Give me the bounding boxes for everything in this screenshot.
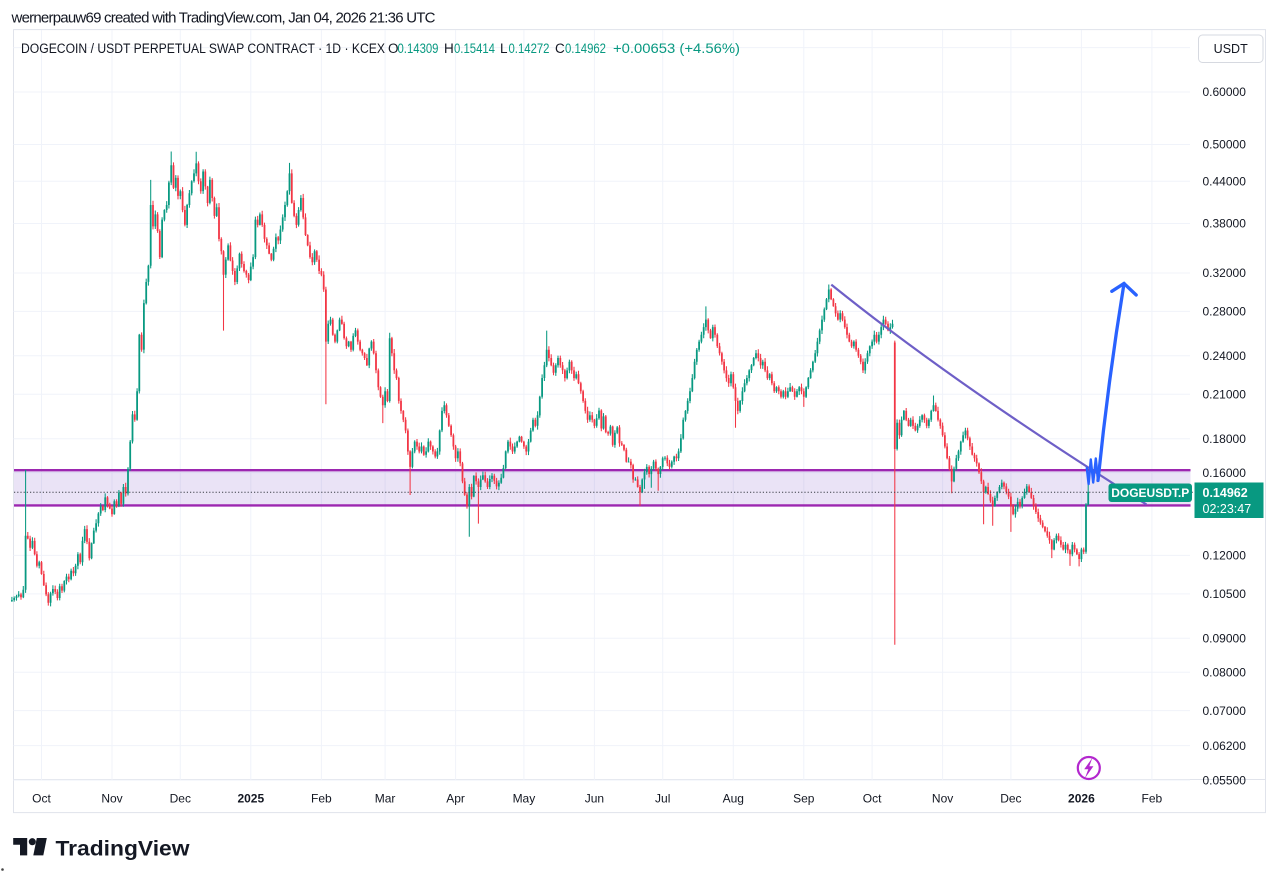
svg-text:Nov: Nov xyxy=(932,792,953,806)
svg-text:USDT: USDT xyxy=(1214,42,1248,56)
svg-text:Oct: Oct xyxy=(863,792,882,806)
svg-text:Dec: Dec xyxy=(170,792,191,806)
svg-text:0.44000: 0.44000 xyxy=(1203,175,1247,189)
svg-text:0.05500: 0.05500 xyxy=(1203,773,1247,787)
svg-text:Sep: Sep xyxy=(793,792,815,806)
svg-text:wernerpauw69 created with Trad: wernerpauw69 created with TradingView.co… xyxy=(11,10,436,27)
svg-text:C: C xyxy=(555,41,565,56)
svg-text:2026: 2026 xyxy=(1068,792,1095,806)
svg-text:Dec: Dec xyxy=(1000,792,1021,806)
svg-text:Aug: Aug xyxy=(723,792,744,806)
svg-text:Nov: Nov xyxy=(101,792,122,806)
svg-text:0.14962: 0.14962 xyxy=(1203,486,1248,500)
svg-text:0.16000: 0.16000 xyxy=(1203,466,1247,480)
svg-text:0.28000: 0.28000 xyxy=(1203,305,1247,319)
svg-text:Mar: Mar xyxy=(375,792,396,806)
svg-text:May: May xyxy=(513,792,536,806)
svg-text:0.06200: 0.06200 xyxy=(1203,739,1247,753)
svg-text:H: H xyxy=(444,41,454,56)
svg-text:0.14962: 0.14962 xyxy=(565,41,606,56)
svg-text:0.24000: 0.24000 xyxy=(1203,349,1247,363)
svg-text:02:23:47: 02:23:47 xyxy=(1203,502,1252,516)
svg-text:0.08000: 0.08000 xyxy=(1203,665,1247,679)
svg-text:Jul: Jul xyxy=(655,792,670,806)
svg-text:L: L xyxy=(500,41,508,56)
svg-text:Feb: Feb xyxy=(1142,792,1163,806)
svg-text:O: O xyxy=(388,41,399,56)
svg-text:TradingView: TradingView xyxy=(56,838,191,861)
svg-text:0.12000: 0.12000 xyxy=(1203,549,1247,563)
svg-text:0.38000: 0.38000 xyxy=(1203,217,1247,231)
svg-text:DOGECOIN / USDT PERPETUAL SWAP: DOGECOIN / USDT PERPETUAL SWAP CONTRACT … xyxy=(21,41,385,56)
svg-text:0.14272: 0.14272 xyxy=(509,41,550,56)
svg-text:0.09000: 0.09000 xyxy=(1203,632,1247,646)
svg-text:Feb: Feb xyxy=(311,792,332,806)
svg-text:0.10500: 0.10500 xyxy=(1203,587,1247,601)
svg-text:0.07000: 0.07000 xyxy=(1203,704,1247,718)
svg-text:0.60000: 0.60000 xyxy=(1203,85,1247,99)
svg-text:Oct: Oct xyxy=(32,792,51,806)
svg-text:0.32000: 0.32000 xyxy=(1203,266,1247,280)
svg-text:0.14309: 0.14309 xyxy=(398,41,439,56)
svg-text:0.21000: 0.21000 xyxy=(1203,388,1247,402)
svg-text:DOGEUSDT.P: DOGEUSDT.P xyxy=(1111,486,1189,500)
svg-text:Jun: Jun xyxy=(585,792,604,806)
svg-text:+0.00653 (+4.56%): +0.00653 (+4.56%) xyxy=(613,41,740,56)
svg-text:Apr: Apr xyxy=(446,792,465,806)
svg-text:0.18000: 0.18000 xyxy=(1203,432,1247,446)
svg-text:0.50000: 0.50000 xyxy=(1203,138,1247,152)
svg-text:2025: 2025 xyxy=(237,792,264,806)
svg-text:0.15414: 0.15414 xyxy=(454,41,495,56)
